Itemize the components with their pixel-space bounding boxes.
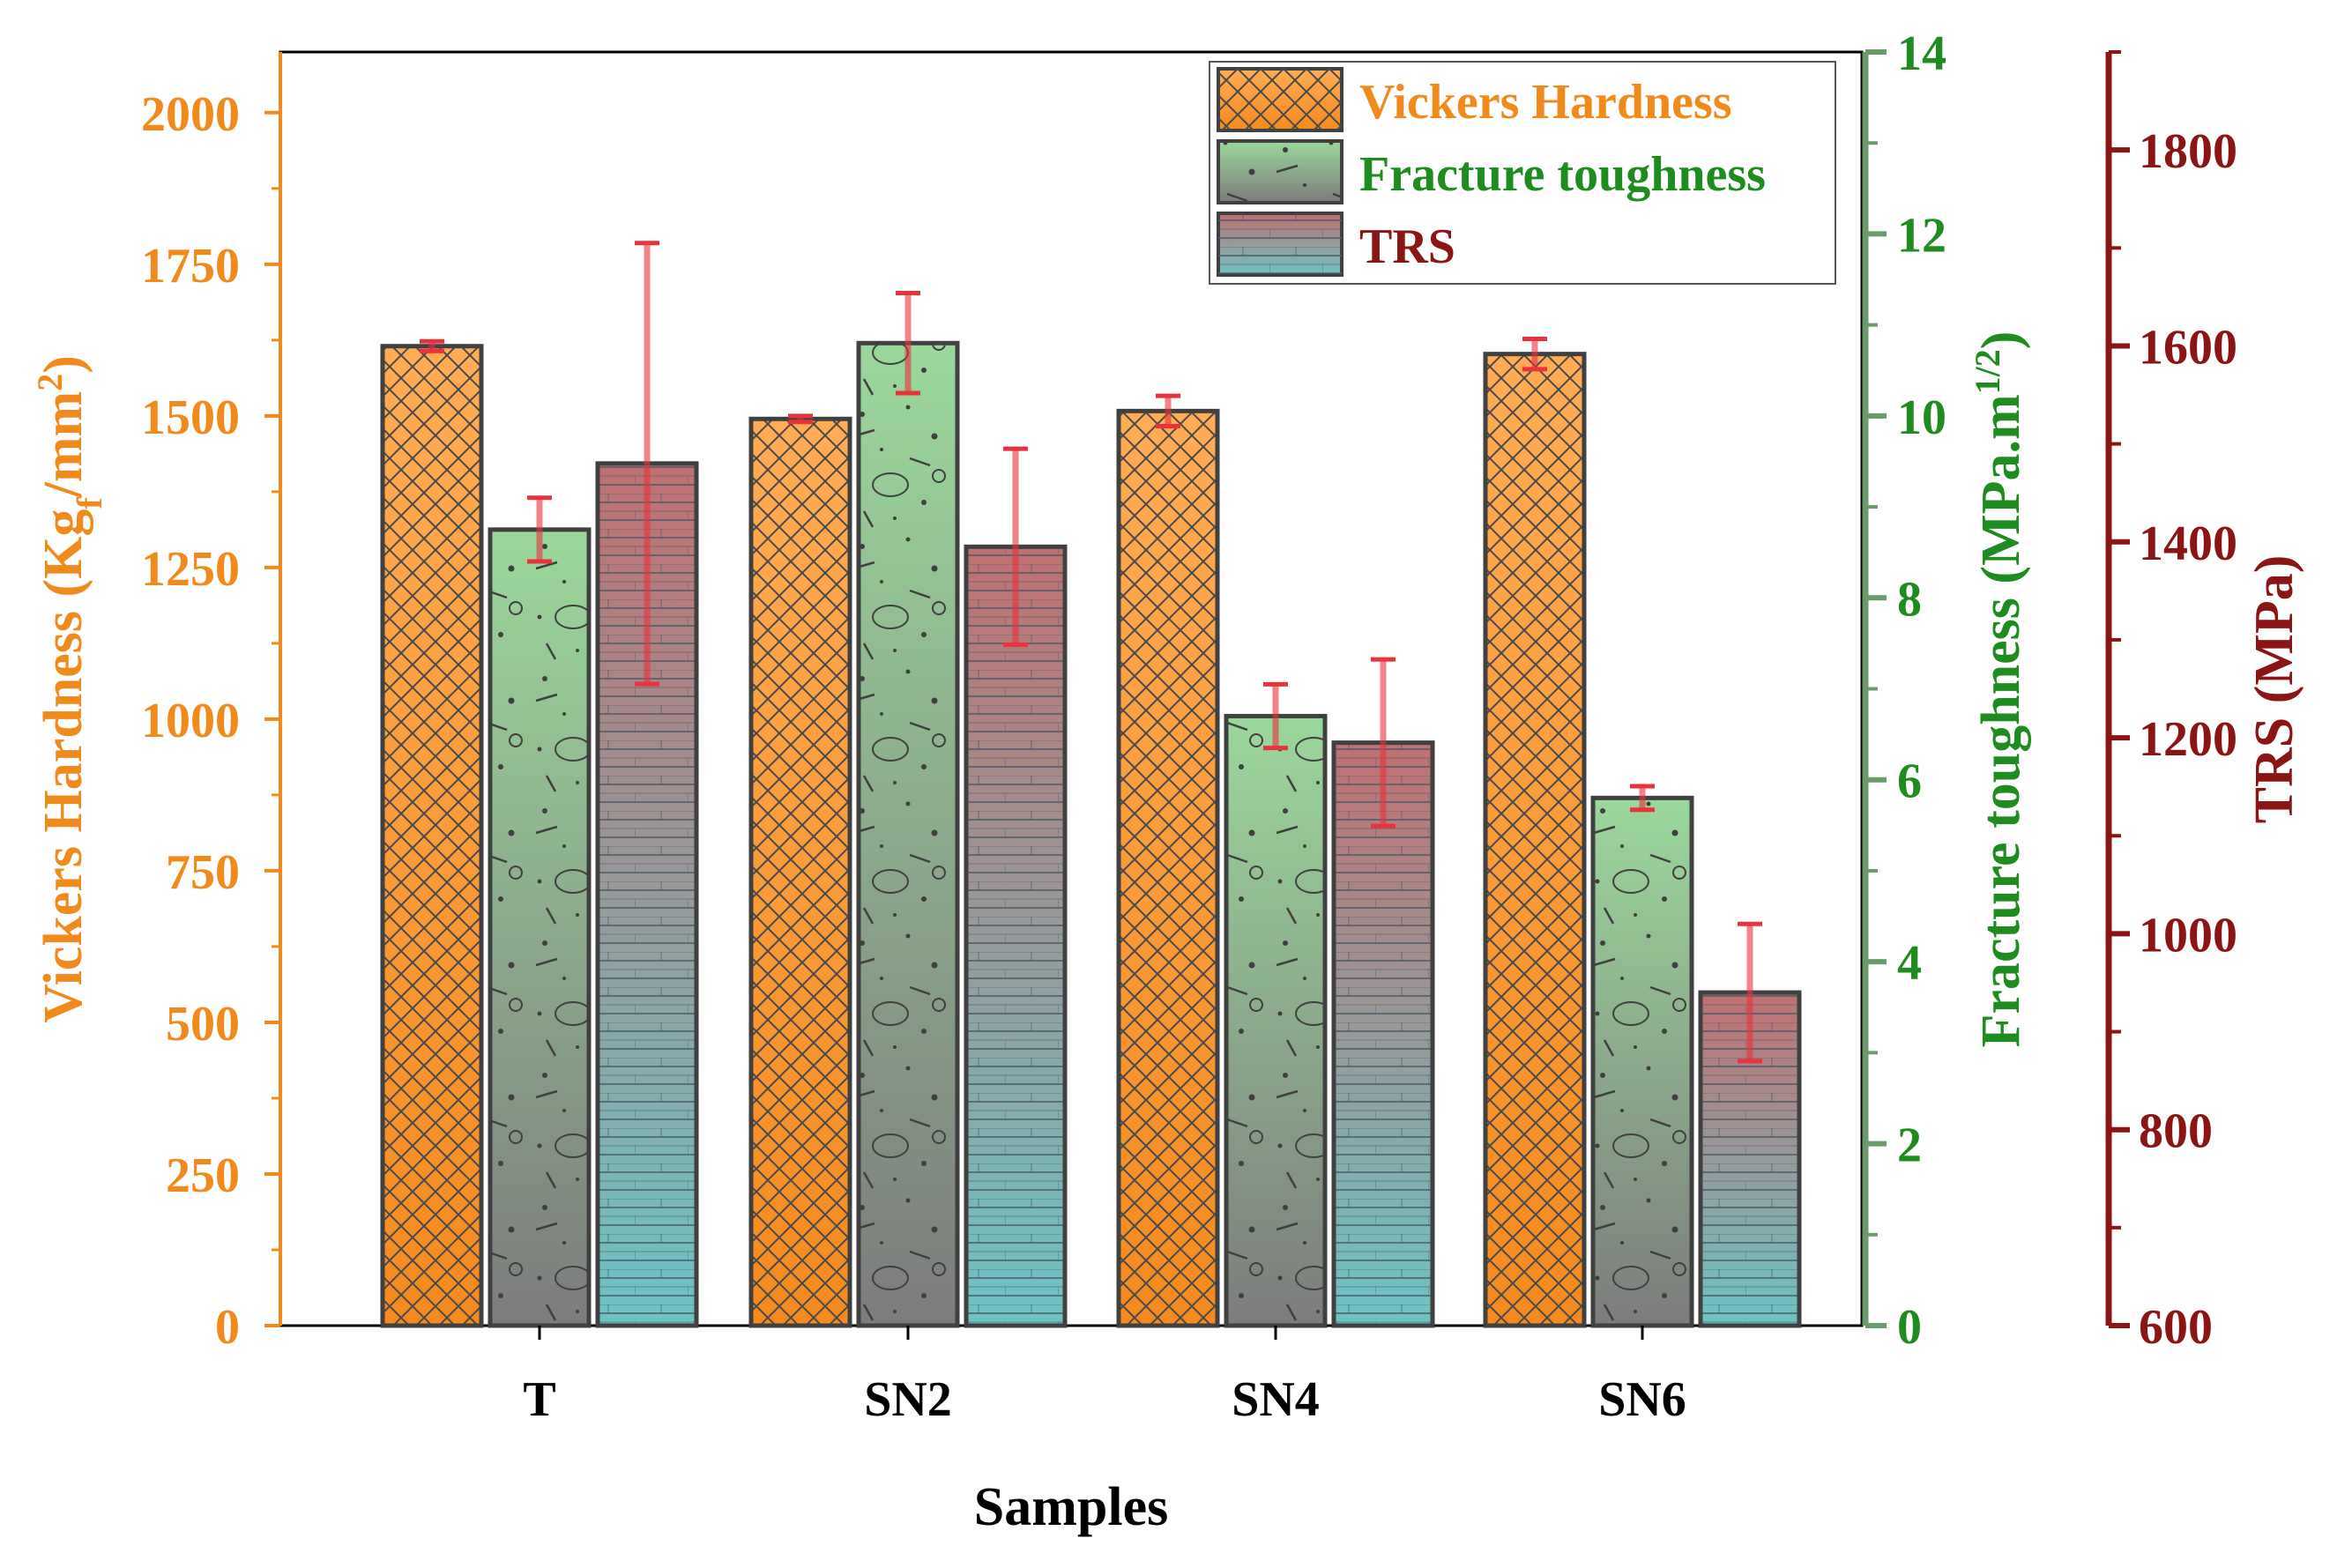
right-axis-fracture-ticks: 0 2 4 6 8 10 12 14 [1865, 26, 1946, 1355]
fracture-tick-label-6: 6 [1897, 754, 1922, 809]
bar-vickers-sn4-pattern [1119, 411, 1217, 1326]
trs-tick-label-1000: 1000 [2139, 908, 2237, 962]
left-tick-label-1750: 1750 [141, 239, 240, 294]
error-vickers-sn4 [1156, 393, 1180, 429]
bar-trs-sn2-pattern [966, 546, 1065, 1326]
fracture-tick-label-4: 4 [1897, 936, 1922, 991]
error-vickers-sn6 [1522, 336, 1547, 372]
left-tick-label-1500: 1500 [141, 390, 240, 445]
error-fracture-sn6 [1630, 784, 1655, 813]
trs-tick-label-800: 800 [2139, 1104, 2213, 1159]
left-axis-label-main: Vickers Hardness (Kg [33, 509, 93, 1023]
bar-fracture-sn2-pattern [859, 343, 957, 1326]
left-axis-label-sup: 2 [30, 374, 70, 391]
legend: Vickers Hardness Fracture toughness TRS [1209, 61, 1836, 285]
right-axis-trs-label: TRS (MPa) [2244, 555, 2304, 824]
right-axis-fracture-label-main: Fracture toughness (MPa.m [1971, 394, 2031, 1047]
trs-tick-label-1600: 1600 [2139, 320, 2237, 375]
legend-label-fracture: Fracture toughness [1359, 147, 1766, 202]
left-axis-label-mid: /mm [33, 391, 93, 499]
left-tick-label-250: 250 [166, 1148, 240, 1203]
left-tick-label-750: 750 [166, 845, 240, 900]
fracture-tick-label-12: 12 [1897, 208, 1946, 263]
error-fracture-sn4 [1263, 681, 1288, 751]
legend-label-trs: TRS [1359, 219, 1455, 274]
right-axis-fracture-label: Fracture toughness (MPa.m1/2) [1968, 331, 2032, 1048]
x-tick-label-sn4: SN4 [1232, 1372, 1320, 1427]
left-tick-label-2000: 2000 [141, 87, 240, 142]
fracture-tick-label-14: 14 [1897, 26, 1946, 81]
bar-fracture-sn4-pattern [1226, 716, 1325, 1326]
bar-fracture-sn6-pattern [1593, 798, 1692, 1326]
x-axis-ticks: T SN2 SN4 SN6 [523, 1326, 1686, 1427]
left-tick-label-0: 0 [215, 1300, 240, 1355]
x-tick-label-sn6: SN6 [1598, 1372, 1686, 1427]
left-axis-label-sub: f [70, 497, 109, 509]
error-fracture-t [527, 495, 552, 564]
right-axis-fracture-label-sup: 1/2 [1968, 349, 2007, 394]
left-axis-ticks: 0 250 500 750 1000 1250 1500 1750 2000 [141, 87, 280, 1355]
left-tick-label-1000: 1000 [141, 694, 240, 748]
x-tick-label-sn2: SN2 [864, 1372, 952, 1427]
trs-tick-label-1800: 1800 [2139, 124, 2237, 179]
error-fracture-sn2 [896, 291, 920, 396]
error-vickers-sn2 [788, 413, 813, 425]
legend-label-vickers: Vickers Hardness [1359, 75, 1732, 130]
trs-tick-label-1400: 1400 [2139, 516, 2237, 571]
fracture-tick-label-0: 0 [1897, 1300, 1922, 1355]
error-bars-layer [420, 241, 1762, 1064]
bar-trs-sn4-pattern [1334, 742, 1433, 1326]
bar-vickers-sn2-pattern [751, 419, 850, 1326]
bars-layer [380, 340, 1802, 1328]
error-vickers-t [420, 338, 444, 353]
x-axis-label: Samples [974, 1477, 1168, 1537]
left-axis-label: Vickers Hardness (Kgf/mm2) [30, 355, 109, 1023]
trs-tick-label-1200: 1200 [2139, 712, 2237, 767]
error-trs-sn2 [1003, 446, 1028, 647]
right-axis-fracture-label-end: ) [1971, 331, 2031, 350]
left-axis-label-end: ) [33, 355, 93, 374]
x-tick-label-t: T [523, 1372, 555, 1427]
bar-vickers-sn6-pattern [1485, 353, 1584, 1326]
legend-swatch-vickers-pattern [1218, 69, 1342, 130]
bar-vickers-t-pattern [383, 346, 481, 1326]
fracture-tick-label-8: 8 [1897, 572, 1922, 627]
trs-tick-label-600: 600 [2139, 1300, 2213, 1355]
left-tick-label-500: 500 [166, 997, 240, 1052]
error-trs-sn4 [1371, 657, 1396, 829]
error-trs-sn6 [1738, 921, 1762, 1064]
fracture-tick-label-2: 2 [1897, 1118, 1922, 1173]
legend-swatch-fracture-pattern [1218, 141, 1342, 203]
bar-fracture-t-pattern [490, 529, 589, 1326]
right-axis-trs-ticks: 600 800 1000 1200 1400 1600 1800 [2109, 50, 2237, 1355]
left-tick-label-1250: 1250 [141, 542, 240, 597]
error-trs-t [635, 241, 659, 687]
legend-swatch-trs-pattern [1218, 213, 1342, 275]
fracture-tick-label-10: 10 [1897, 390, 1946, 445]
